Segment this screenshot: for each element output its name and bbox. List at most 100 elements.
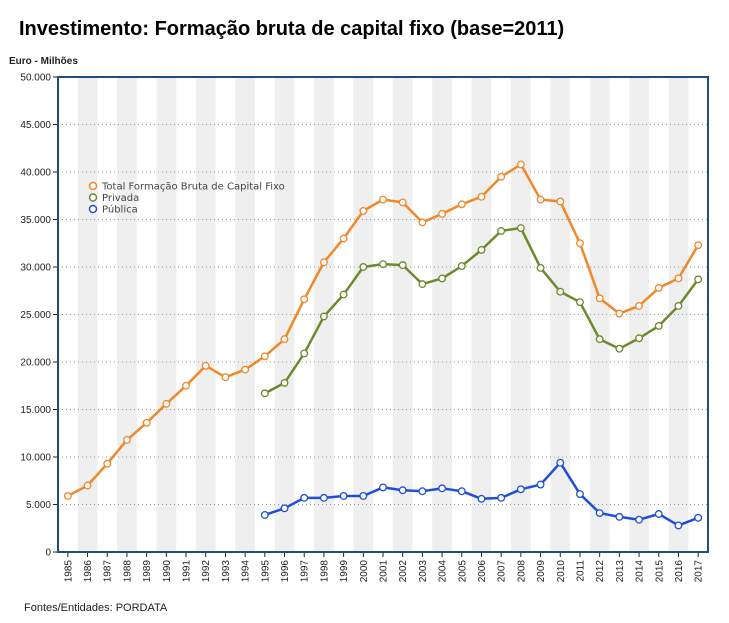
- data-point[interactable]: [516, 224, 525, 232]
- data-point[interactable]: [103, 459, 112, 468]
- data-point[interactable]: [63, 492, 72, 500]
- x-tick-label: 2007: [497, 560, 508, 583]
- data-point[interactable]: [241, 365, 250, 374]
- legend-label: Privada: [102, 193, 139, 204]
- data-point[interactable]: [260, 511, 269, 519]
- data-point[interactable]: [359, 206, 368, 215]
- x-tick-label: 1991: [182, 560, 193, 583]
- data-point[interactable]: [280, 335, 289, 344]
- data-point[interactable]: [280, 378, 289, 387]
- data-point[interactable]: [556, 458, 565, 467]
- data-point[interactable]: [576, 239, 584, 248]
- data-point[interactable]: [556, 287, 565, 296]
- series-points: [63, 160, 703, 530]
- data-point[interactable]: [615, 344, 624, 353]
- data-point[interactable]: [536, 264, 545, 272]
- y-tick-label: 50.000: [20, 73, 51, 84]
- source-note: Fontes/Entidades: PORDATA: [24, 602, 168, 614]
- data-point[interactable]: [122, 435, 131, 444]
- data-point[interactable]: [339, 234, 348, 243]
- data-point[interactable]: [182, 381, 190, 390]
- data-point[interactable]: [379, 260, 387, 269]
- data-point[interactable]: [300, 349, 309, 358]
- data-point[interactable]: [418, 280, 427, 289]
- x-tick-label: 2006: [477, 560, 488, 583]
- x-axis: 1985 1986 1987 1988 1989 1990 1991 1992 1993 1994…: [63, 552, 705, 583]
- data-point[interactable]: [694, 241, 703, 250]
- column-stripe: [471, 77, 492, 552]
- data-point[interactable]: [280, 504, 289, 513]
- data-point[interactable]: [319, 493, 328, 502]
- data-point[interactable]: [556, 197, 565, 206]
- data-point[interactable]: [497, 226, 506, 235]
- data-point[interactable]: [477, 494, 486, 503]
- data-point[interactable]: [654, 510, 663, 518]
- data-point[interactable]: [457, 487, 466, 496]
- data-point[interactable]: [674, 274, 683, 283]
- data-point[interactable]: [398, 198, 407, 207]
- data-point[interactable]: [457, 200, 466, 209]
- data-point[interactable]: [339, 492, 348, 500]
- data-point[interactable]: [398, 261, 407, 270]
- data-point[interactable]: [438, 484, 447, 493]
- data-point[interactable]: [398, 486, 407, 495]
- data-point[interactable]: [694, 275, 703, 284]
- legend-marker: [88, 193, 98, 202]
- data-point[interactable]: [260, 389, 269, 398]
- data-point[interactable]: [674, 302, 683, 310]
- data-point[interactable]: [477, 245, 486, 254]
- data-point[interactable]: [595, 509, 604, 517]
- data-point[interactable]: [457, 262, 466, 270]
- data-point[interactable]: [83, 481, 92, 490]
- data-point[interactable]: [221, 373, 230, 382]
- data-point[interactable]: [418, 218, 427, 227]
- data-point[interactable]: [339, 290, 348, 299]
- data-point[interactable]: [477, 192, 486, 201]
- data-point[interactable]: [300, 493, 309, 502]
- data-point[interactable]: [142, 418, 151, 427]
- data-point[interactable]: [635, 515, 644, 524]
- x-tick-label: 1999: [339, 560, 350, 583]
- data-point[interactable]: [319, 258, 328, 267]
- data-point[interactable]: [615, 309, 624, 318]
- y-tick-label: 25.000: [20, 310, 51, 321]
- data-point[interactable]: [694, 513, 703, 522]
- data-point[interactable]: [576, 490, 584, 498]
- data-point[interactable]: [201, 361, 210, 370]
- x-tick-label: 2012: [595, 560, 606, 583]
- data-point[interactable]: [497, 493, 506, 502]
- data-point[interactable]: [595, 294, 604, 303]
- data-point[interactable]: [300, 295, 309, 304]
- data-point[interactable]: [576, 298, 584, 307]
- x-tick-label: 1987: [103, 560, 114, 583]
- data-point[interactable]: [595, 335, 604, 344]
- data-point[interactable]: [516, 485, 525, 494]
- data-point[interactable]: [359, 263, 368, 271]
- chart-title: Investimento: Formação bruta de capital …: [19, 18, 565, 40]
- data-point[interactable]: [379, 483, 387, 492]
- x-tick-label: 2010: [556, 560, 567, 583]
- data-point[interactable]: [438, 274, 447, 283]
- data-point[interactable]: [497, 172, 506, 181]
- data-point[interactable]: [536, 195, 545, 204]
- data-point[interactable]: [260, 352, 269, 361]
- data-point[interactable]: [536, 480, 545, 489]
- data-point[interactable]: [319, 312, 328, 321]
- data-point[interactable]: [635, 334, 644, 343]
- data-point[interactable]: [615, 512, 624, 521]
- data-point[interactable]: [635, 302, 644, 310]
- data-point[interactable]: [418, 487, 427, 496]
- x-tick-label: 2015: [654, 560, 665, 583]
- data-point[interactable]: [359, 492, 368, 500]
- data-point[interactable]: [438, 209, 447, 218]
- data-point[interactable]: [674, 521, 683, 530]
- y-tick-label: 30.000: [20, 263, 51, 274]
- data-point[interactable]: [654, 321, 663, 330]
- data-point[interactable]: [162, 399, 171, 408]
- data-point[interactable]: [516, 160, 525, 169]
- data-point[interactable]: [654, 283, 663, 292]
- y-tick-label: 10.000: [20, 453, 51, 464]
- x-tick-label: 1993: [221, 560, 232, 583]
- data-point[interactable]: [379, 195, 387, 204]
